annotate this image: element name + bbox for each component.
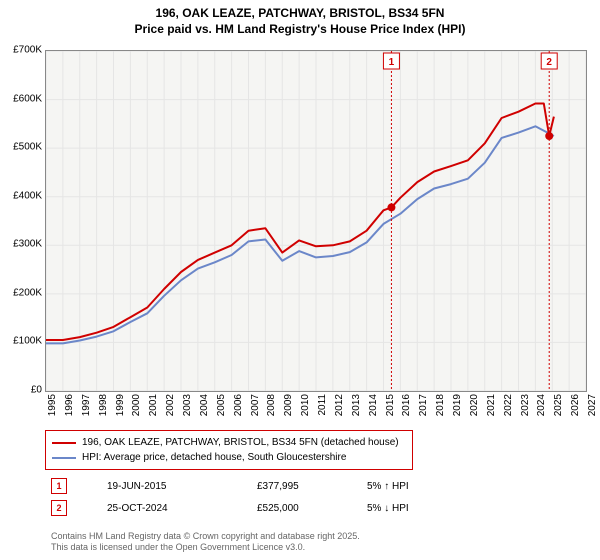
x-tick-label: 2007 [250, 394, 261, 434]
x-tick-label: 2006 [233, 394, 244, 434]
footer-line2: This data is licensed under the Open Gov… [51, 542, 360, 554]
y-tick-label: £700K [0, 45, 42, 56]
x-tick-label: 1999 [115, 394, 126, 434]
x-tick-label: 2021 [486, 394, 497, 434]
legend-label: HPI: Average price, detached house, Sout… [82, 450, 346, 465]
y-tick-label: £600K [0, 93, 42, 104]
chart-container: 196, OAK LEAZE, PATCHWAY, BRISTOL, BS34 … [0, 0, 600, 560]
x-tick-label: 1996 [64, 394, 75, 434]
tx-price: £525,000 [257, 503, 327, 514]
legend: 196, OAK LEAZE, PATCHWAY, BRISTOL, BS34 … [45, 430, 413, 470]
x-tick-label: 2026 [570, 394, 581, 434]
x-tick-label: 2027 [587, 394, 598, 434]
plot-area: 12 [45, 50, 587, 392]
transaction-row: 2 25-OCT-2024 £525,000 5% ↓ HPI [51, 500, 457, 516]
x-tick-label: 2010 [300, 394, 311, 434]
marker-badge: 1 [51, 478, 67, 494]
x-tick-label: 2002 [165, 394, 176, 434]
footer: Contains HM Land Registry data © Crown c… [51, 531, 360, 554]
tx-date: 19-JUN-2015 [107, 481, 217, 492]
x-tick-label: 2012 [334, 394, 345, 434]
x-tick-label: 2014 [368, 394, 379, 434]
x-tick-label: 2024 [536, 394, 547, 434]
x-tick-label: 2019 [452, 394, 463, 434]
transaction-row: 1 19-JUN-2015 £377,995 5% ↑ HPI [51, 478, 457, 494]
y-tick-label: £100K [0, 336, 42, 347]
marker-badge: 2 [51, 500, 67, 516]
tx-delta: 5% ↑ HPI [367, 481, 457, 492]
y-tick-label: £200K [0, 287, 42, 298]
x-tick-label: 2005 [216, 394, 227, 434]
legend-item: HPI: Average price, detached house, Sout… [52, 450, 406, 465]
svg-text:1: 1 [389, 57, 395, 68]
y-tick-label: £400K [0, 190, 42, 201]
x-tick-label: 1995 [47, 394, 58, 434]
legend-label: 196, OAK LEAZE, PATCHWAY, BRISTOL, BS34 … [82, 435, 399, 450]
tx-date: 25-OCT-2024 [107, 503, 217, 514]
legend-item: 196, OAK LEAZE, PATCHWAY, BRISTOL, BS34 … [52, 435, 406, 450]
legend-swatch [52, 442, 76, 444]
y-tick-label: £300K [0, 239, 42, 250]
x-tick-label: 2020 [469, 394, 480, 434]
x-tick-label: 2011 [317, 394, 328, 434]
x-tick-label: 2015 [385, 394, 396, 434]
x-tick-label: 2018 [435, 394, 446, 434]
y-tick-label: £0 [0, 385, 42, 396]
x-tick-label: 2000 [131, 394, 142, 434]
title-line2: Price paid vs. HM Land Registry's House … [0, 22, 600, 38]
legend-swatch [52, 457, 76, 459]
title-line1: 196, OAK LEAZE, PATCHWAY, BRISTOL, BS34 … [0, 6, 600, 22]
svg-text:2: 2 [546, 57, 552, 68]
x-tick-label: 2017 [418, 394, 429, 434]
x-tick-label: 2022 [503, 394, 514, 434]
footer-line1: Contains HM Land Registry data © Crown c… [51, 531, 360, 543]
x-tick-label: 1997 [81, 394, 92, 434]
x-tick-label: 2009 [283, 394, 294, 434]
x-tick-label: 2004 [199, 394, 210, 434]
x-tick-label: 2023 [520, 394, 531, 434]
x-tick-label: 2025 [553, 394, 564, 434]
x-tick-label: 2013 [351, 394, 362, 434]
chart-svg: 12 [46, 51, 586, 391]
x-tick-label: 2008 [266, 394, 277, 434]
x-tick-label: 2016 [401, 394, 412, 434]
x-tick-label: 2003 [182, 394, 193, 434]
tx-delta: 5% ↓ HPI [367, 503, 457, 514]
x-tick-label: 1998 [98, 394, 109, 434]
x-tick-label: 2001 [148, 394, 159, 434]
y-tick-label: £500K [0, 142, 42, 153]
chart-title: 196, OAK LEAZE, PATCHWAY, BRISTOL, BS34 … [0, 0, 600, 37]
tx-price: £377,995 [257, 481, 327, 492]
